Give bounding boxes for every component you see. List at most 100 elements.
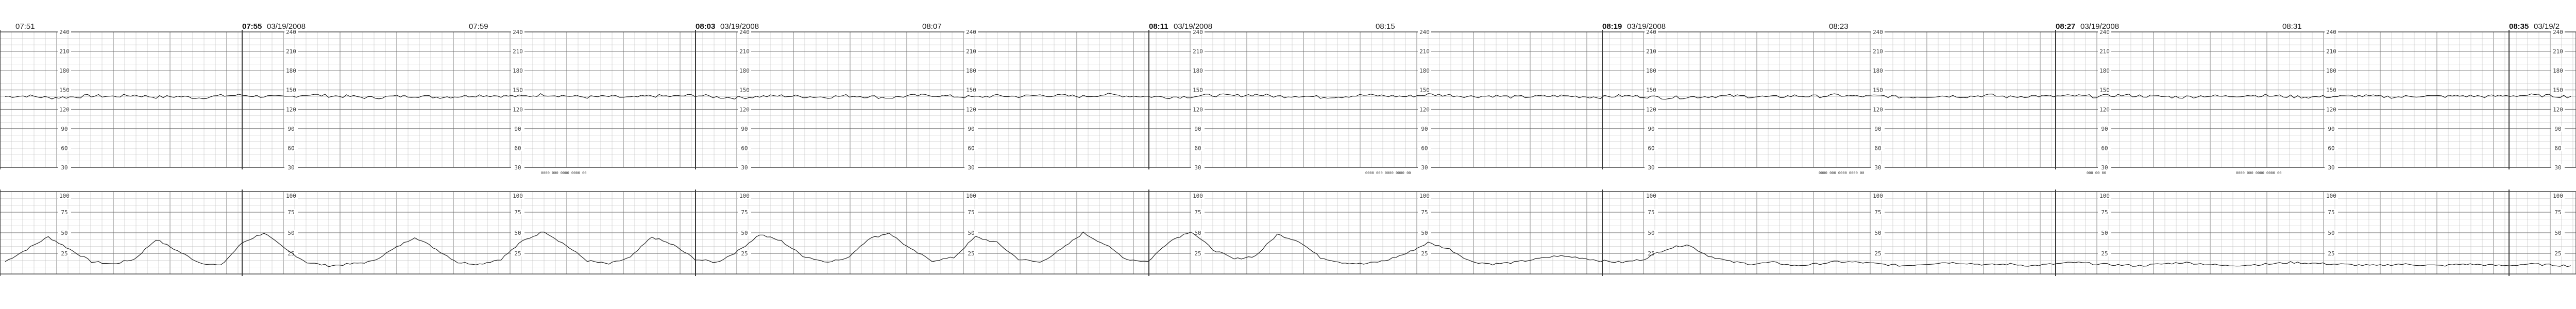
ua-scale-tick: 75: [61, 209, 67, 216]
fhr-grid: [0, 30, 2576, 169]
fhr-scale-tick: 60: [2328, 145, 2334, 151]
fhr-scale-tick: 60: [741, 145, 748, 151]
fhr-scale-tick: 210: [2553, 48, 2563, 55]
ua-scale-tick: 75: [1194, 209, 1201, 216]
fhr-trace-line: [5, 93, 2571, 100]
fhr-scale-tick: 120: [966, 106, 976, 113]
ua-scale-tick: 25: [287, 250, 294, 257]
ua-scale-tick: 50: [741, 230, 748, 236]
ua-scale-tick: 100: [2553, 193, 2563, 199]
fhr-scale-tick: 240: [1419, 29, 1430, 36]
fhr-scale-tick: 210: [739, 48, 750, 55]
fhr-scale-tick: 180: [2099, 67, 2110, 74]
ua-scale-tick: 25: [514, 250, 521, 257]
fhr-scale-tick: 180: [2326, 67, 2336, 74]
ua-scale-tick: 75: [514, 209, 521, 216]
fhr-scale-tick: 90: [1421, 126, 1428, 132]
time-mark: 08:31: [2282, 22, 2302, 31]
ua-scale-tick: 25: [1421, 250, 1428, 257]
ua-scale-tick: 50: [2101, 230, 2108, 236]
fhr-scale-tick: 30: [968, 164, 974, 171]
ua-scale-tick: 50: [2328, 230, 2334, 236]
chart-annotation: 0000 000 0000 0000 00: [2236, 171, 2282, 175]
fhr-scale-tick: 210: [59, 48, 70, 55]
fhr-scale-tick: 210: [513, 48, 523, 55]
fhr-scale-tick: 180: [59, 67, 70, 74]
fhr-scale-tick: 210: [966, 48, 976, 55]
fhr-scale-tick: 210: [2326, 48, 2336, 55]
scale-labels: 240 210 180 150 120 90 60 30 100 75 50 25 240 210 180 1…: [58, 29, 2565, 257]
fhr-scale-tick: 90: [61, 126, 67, 132]
fhr-scale-tick: 120: [1193, 106, 1203, 113]
ua-scale-tick: 25: [2101, 250, 2108, 257]
fhr-scale-tick: 30: [2554, 164, 2561, 171]
fhr-scale-tick: 240: [2553, 29, 2563, 36]
ua-scale-tick: 75: [1648, 209, 1654, 216]
fhr-scale-tick: 210: [2099, 48, 2110, 55]
time-mark: 08:15: [1376, 22, 1395, 31]
fhr-scale-tick: 210: [1419, 48, 1430, 55]
fhr-scale-tick: 120: [286, 106, 296, 113]
fhr-scale-tick: 120: [2326, 106, 2336, 113]
fhr-scale-tick: 120: [59, 106, 70, 113]
chart-annotation: 000 00 00: [2087, 171, 2106, 175]
time-mark: 08:35: [2509, 22, 2529, 31]
fhr-scale-tick: 150: [1419, 87, 1430, 94]
fhr-scale-tick: 90: [287, 126, 294, 132]
fhr-scale-tick: 60: [1874, 145, 1881, 151]
fhr-scale-tick: 90: [2328, 126, 2334, 132]
ua-trace-line: [5, 231, 2571, 267]
ua-scale-tick: 25: [1648, 250, 1654, 257]
fhr-scale-tick: 150: [1873, 87, 1883, 94]
fhr-scale-tick: 240: [2326, 29, 2336, 36]
ua-scale-tick: 25: [1194, 250, 1201, 257]
ua-scale-tick: 25: [61, 250, 67, 257]
fhr-scale-tick: 180: [1193, 67, 1203, 74]
time-mark: 08:27: [2056, 22, 2075, 31]
ua-grid: [0, 190, 2576, 276]
annotations: 0000 000 0000 0000 00 0000 000 0000 0000 …: [541, 171, 2282, 175]
fhr-scale-tick: 60: [1194, 145, 1201, 151]
fhr-scale-tick: 60: [968, 145, 974, 151]
ua-scale-tick: 25: [968, 250, 974, 257]
date-stamp: 03/19/2008: [1627, 22, 1666, 31]
ua-scale-tick: 100: [1193, 193, 1203, 199]
ua-scale-tick: 100: [59, 193, 70, 199]
ua-scale-tick: 25: [1874, 250, 1881, 257]
time-mark: 07:59: [469, 22, 488, 31]
fhr-scale-tick: 240: [739, 29, 750, 36]
fhr-scale-tick: 30: [2101, 164, 2108, 171]
time-mark: 08:07: [922, 22, 942, 31]
fhr-scale-tick: 60: [1648, 145, 1654, 151]
fhr-scale-tick: 180: [513, 67, 523, 74]
ua-scale-tick: 75: [968, 209, 974, 216]
ua-scale-tick: 50: [968, 230, 974, 236]
ua-scale-tick: 100: [1419, 193, 1430, 199]
fhr-scale-tick: 30: [287, 164, 294, 171]
grid-layer: [0, 30, 2576, 276]
ua-scale-tick: 100: [2326, 193, 2336, 199]
fhr-scale-tick: 90: [968, 126, 974, 132]
fhr-scale-tick: 150: [2553, 87, 2563, 94]
fhr-scale-tick: 240: [2099, 29, 2110, 36]
ua-scale-tick: 25: [2554, 250, 2561, 257]
fhr-scale-tick: 180: [739, 67, 750, 74]
time-mark: 07:55: [242, 22, 262, 31]
ua-scale-tick: 50: [2554, 230, 2561, 236]
time-header: 07:51 07:55 03/19/2008 07:59 08:03 03/19/2008…: [15, 22, 2560, 31]
date-stamp: 03/19/2008: [720, 22, 759, 31]
date-stamp: 03/19/2008: [2080, 22, 2119, 31]
fhr-scale-tick: 90: [1194, 126, 1201, 132]
fhr-scale-tick: 240: [1193, 29, 1203, 36]
fhr-scale-tick: 90: [2101, 126, 2108, 132]
ua-scale-tick: 75: [1874, 209, 1881, 216]
ua-scale-tick: 75: [2554, 209, 2561, 216]
ua-scale-tick: 50: [287, 230, 294, 236]
fhr-scale-tick: 30: [1648, 164, 1654, 171]
fhr-scale-tick: 30: [2328, 164, 2334, 171]
fhr-scale-tick: 30: [1421, 164, 1428, 171]
fhr-scale-tick: 150: [966, 87, 976, 94]
fhr-scale-tick: 150: [739, 87, 750, 94]
time-mark: 08:03: [696, 22, 715, 31]
